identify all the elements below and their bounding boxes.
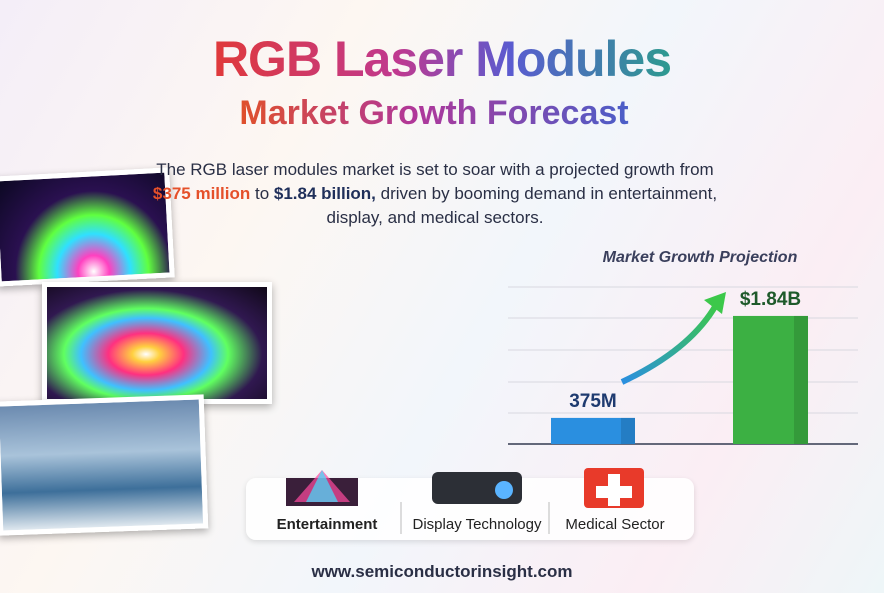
bar-shade — [794, 315, 808, 444]
subtitle-text: Market Growth Forecast — [239, 94, 629, 132]
intro-text: driven by booming demand in entertainmen… — [326, 184, 718, 227]
projector-icon — [495, 481, 513, 499]
medical-icon — [596, 474, 632, 506]
intro-highlight: $375 million — [152, 184, 251, 203]
title-text: RGB Laser Modules — [212, 31, 672, 87]
sector-icons — [286, 468, 644, 534]
chart-title: Market Growth Projection — [603, 249, 798, 266]
intro-text: to — [250, 184, 274, 203]
footer-url: www.semiconductorinsight.com — [311, 562, 573, 581]
title: RGB Laser Modules — [0, 30, 884, 88]
bar-shade — [621, 417, 635, 444]
value-label: $1.84B — [740, 289, 801, 310]
entertainment-icon — [306, 470, 338, 502]
growth-arrowhead — [704, 292, 726, 314]
bar — [733, 315, 808, 444]
subtitle: Market Growth Forecast — [0, 94, 868, 133]
sector-label: Medical Sector — [565, 516, 665, 533]
sector-label: Entertainment — [276, 516, 378, 533]
intro: The RGB laser modules market is set to s… — [150, 158, 720, 230]
bar — [551, 417, 635, 444]
value-label: 375M — [569, 391, 617, 412]
intro-text: The RGB laser modules market is set to s… — [156, 160, 714, 179]
growth-arrow — [620, 303, 719, 385]
sector-label: Display Technology — [412, 516, 542, 533]
intro-highlight: $1.84 billion, — [273, 184, 376, 203]
